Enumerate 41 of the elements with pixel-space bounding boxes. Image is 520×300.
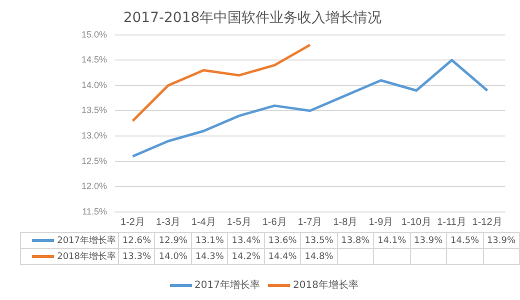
data-label: 14.3% <box>191 248 228 264</box>
y-tick-label: 12.0% <box>81 181 107 192</box>
x-tick-label: 1-4月 <box>191 216 216 228</box>
data-label: 14.2% <box>228 248 264 264</box>
data-label: 14.0% <box>154 248 192 264</box>
x-tick-label: 1-11月 <box>437 216 466 228</box>
data-label: 13.4% <box>228 232 264 248</box>
data-label: 14.1% <box>374 232 410 248</box>
data-label: 13.5% <box>300 232 338 248</box>
data-label: 12.9% <box>154 232 192 248</box>
y-tick-label: 14.0% <box>81 80 107 90</box>
x-tick-label: 1-6月 <box>262 216 287 228</box>
x-tick-label: 1-9月 <box>368 216 394 228</box>
legend-label: 2018年增长率 <box>20 248 118 264</box>
data-label: 14.8% <box>300 248 338 264</box>
x-tick-label: 1-3月 <box>156 216 180 228</box>
y-tick-label: 15.0% <box>81 29 107 40</box>
x-tick-label: 1-5月 <box>226 216 252 228</box>
y-tick-label: 12.5% <box>81 156 107 166</box>
text: 2018年增长率 <box>293 280 358 291</box>
data-label: 13.6% <box>264 232 301 248</box>
data-label: 14.4% <box>264 248 301 264</box>
y-tick-label: 13.5% <box>81 105 107 116</box>
data-label: 13.8% <box>337 232 374 248</box>
data-label: 13.9% <box>483 232 520 248</box>
x-tick-label: 1-8月 <box>333 216 358 228</box>
x-tick-label: 1-2月 <box>120 216 145 228</box>
legend-label: 2017年增长率 <box>20 232 118 248</box>
y-tick-label: 13.0% <box>81 130 107 141</box>
data-label: 13.3% <box>118 248 155 264</box>
text: 2017年增长率 <box>194 280 260 291</box>
data-label: 13.1% <box>191 232 228 248</box>
y-tick-label: 14.5% <box>81 54 107 65</box>
x-tick-label: 1-12月 <box>472 216 502 228</box>
data-label: 12.6% <box>118 232 155 248</box>
data-label: 13.9% <box>410 232 447 248</box>
x-tick-label: 1-7月 <box>298 216 322 228</box>
data-label: 14.5% <box>446 232 484 248</box>
y-tick-label: 11.5% <box>82 206 107 216</box>
x-tick-label: 1-10月 <box>401 216 432 228</box>
chart-title: 2017-2018年中国软件业务收入增长情况 <box>123 10 382 26</box>
